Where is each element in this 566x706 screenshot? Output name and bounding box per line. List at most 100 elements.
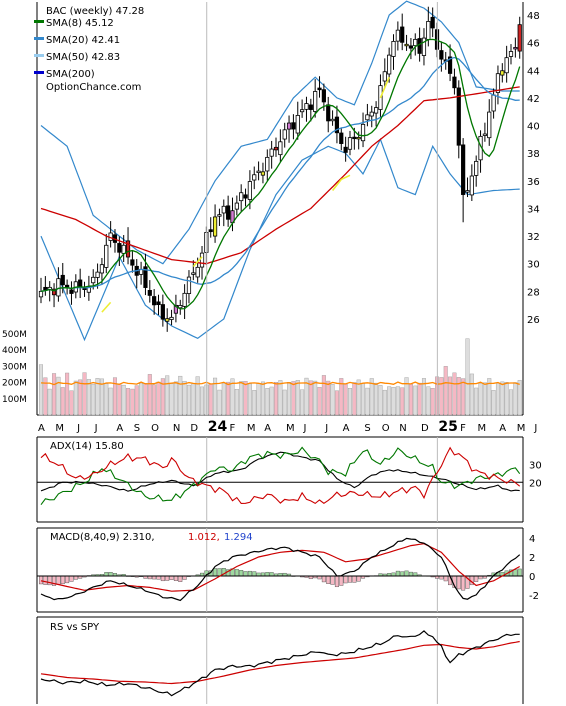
highlight-segment [331,174,351,191]
volume-bar [465,338,470,416]
volume-bar [378,385,383,416]
macd-histogram-bar [43,575,48,585]
candle-body [313,91,318,112]
volume-bar [361,383,366,416]
macd-histogram-bar [513,569,518,577]
volume-bar [382,389,387,416]
candle-body [382,71,387,82]
candle-body [330,118,335,122]
month-label: J [533,423,537,434]
candle-body [413,38,418,47]
macd-histogram-bar [269,572,274,577]
month-label: A [264,423,271,434]
volume-ytick: 100M [2,395,27,405]
volume-bar [186,384,191,416]
volume-panel: 500M 400M 300M 200M 100M [2,330,522,416]
volume-bar [482,382,487,416]
volume-bar [239,381,244,416]
candle-body [387,54,392,75]
bollinger-bands [40,0,520,342]
candle-body [156,301,161,306]
macd-histogram-bar [65,575,70,584]
candle-body [452,76,457,89]
volume-bar [95,378,100,416]
volume-bar [478,382,483,416]
macd-histogram-bar [234,569,239,577]
candle-body [334,116,340,134]
volume-bar [230,378,235,416]
volume-bar [234,389,239,416]
candle-body [199,252,205,268]
candle-body [495,73,501,93]
volume-bar [326,380,331,416]
candle-body [256,170,261,174]
sma8-line [40,38,521,310]
candle-body [38,290,44,298]
plus-di-line [40,446,521,506]
candle-body [212,216,218,237]
macd-histogram-bar [104,572,109,577]
candle-body [269,148,274,157]
volume-bar [217,389,222,416]
volume-bar [304,377,309,416]
candle-body [291,122,296,130]
macd-title: MACD(8,40,9) 2.310, [50,532,155,543]
price-ytick: 28 [527,287,540,298]
candle-body [208,229,213,233]
macd-histogram-bar [404,570,409,577]
macd-histogram-bar [326,575,331,584]
candle-body [317,87,322,91]
candle-body [273,146,279,151]
candle-body [260,171,266,176]
candle-body [95,271,100,278]
macd-histogram-bar [334,575,339,588]
volume-bar [265,388,270,416]
macd-histogram-bar [461,575,466,591]
candle-body [278,141,283,156]
volume-bar [308,380,313,416]
candle-body [304,103,309,110]
macd-histogram-bar [356,575,361,582]
legend-swatch-sma20 [34,37,44,40]
price-ytick: 32 [527,232,540,243]
month-label: O [382,423,390,434]
volume-bar [47,388,52,416]
macd-histogram-bar [474,575,479,582]
price-ytick: 44 [527,66,540,77]
month-label: A [343,423,350,434]
moving-averages [40,38,521,313]
volume-bar [99,378,104,416]
volume-average-line [40,381,520,386]
candle-body [491,94,496,112]
volume-bar [91,383,96,416]
candle-body [369,111,374,117]
month-label: M [517,423,526,434]
sma50-line [40,86,520,265]
volume-bar [513,382,518,416]
price-legend: BAC (weekly) 47.28 SMA(8) 45.12 SMA(20) … [34,6,144,93]
volume-bar [365,387,370,416]
volume-bar [417,382,422,416]
volume-bar [73,380,78,416]
volume-bar [39,364,44,416]
rs-panel: RS vs SPY [40,622,520,697]
candle-body [408,45,414,49]
volume-bar [260,381,265,416]
volume-bar [269,386,274,416]
macd-histogram-bar [517,568,522,577]
candle-body [500,70,505,76]
month-label: A [38,423,45,434]
macd-histogram-bar [395,570,400,577]
price-ytick: 38 [527,149,540,160]
volume-bar [421,378,426,416]
volume-bar [282,389,287,416]
candle-body [65,284,70,288]
price-title: BAC (weekly) 47.28 [46,6,144,17]
candle-body [221,205,226,214]
candle-body [226,205,231,220]
adx-line [40,451,520,492]
price-ytick: 40 [527,122,540,133]
candle-body [125,240,131,258]
price-yaxis: 26 28 30 32 34 36 38 40 42 44 46 48 [527,11,540,326]
month-label: M [478,423,487,434]
